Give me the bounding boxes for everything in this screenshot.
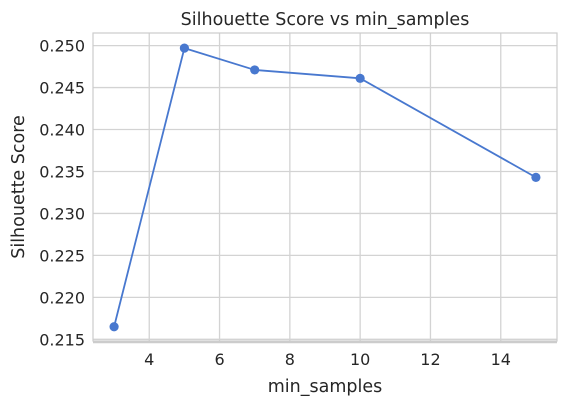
y-axis-label: Silhouette Score xyxy=(9,115,29,259)
y-tick-label: 0.240 xyxy=(39,121,85,140)
x-tick-label: 6 xyxy=(214,350,224,369)
data-point xyxy=(355,73,365,83)
grid-lines xyxy=(93,33,557,341)
data-series xyxy=(109,43,541,332)
y-tick-label: 0.225 xyxy=(39,246,85,265)
y-tick-label: 0.235 xyxy=(39,162,85,181)
chart-title: Silhouette Score vs min_samples xyxy=(181,10,470,30)
x-tick-label: 8 xyxy=(285,350,295,369)
data-point xyxy=(250,65,260,75)
x-tick-label: 10 xyxy=(350,350,370,369)
data-point xyxy=(109,322,119,332)
x-tick-label: 12 xyxy=(420,350,440,369)
data-point xyxy=(531,172,541,182)
y-tick-label: 0.245 xyxy=(39,79,85,98)
x-axis-label: min_samples xyxy=(268,377,383,397)
y-tick-labels: 0.215 0.220 0.225 0.230 0.235 0.240 0.245 0.250 xyxy=(39,37,85,350)
y-tick-label: 0.230 xyxy=(39,204,85,223)
axes xyxy=(92,32,558,344)
x-tick-label: 4 xyxy=(144,350,154,369)
x-tick-labels: 4 6 8 10 12 14 xyxy=(144,350,511,369)
plot-area xyxy=(93,33,557,341)
y-tick-label: 0.220 xyxy=(39,288,85,307)
x-tick-label: 14 xyxy=(491,350,511,369)
data-point xyxy=(179,43,189,53)
y-tick-label: 0.250 xyxy=(39,37,85,56)
y-tick-label: 0.215 xyxy=(39,330,85,349)
